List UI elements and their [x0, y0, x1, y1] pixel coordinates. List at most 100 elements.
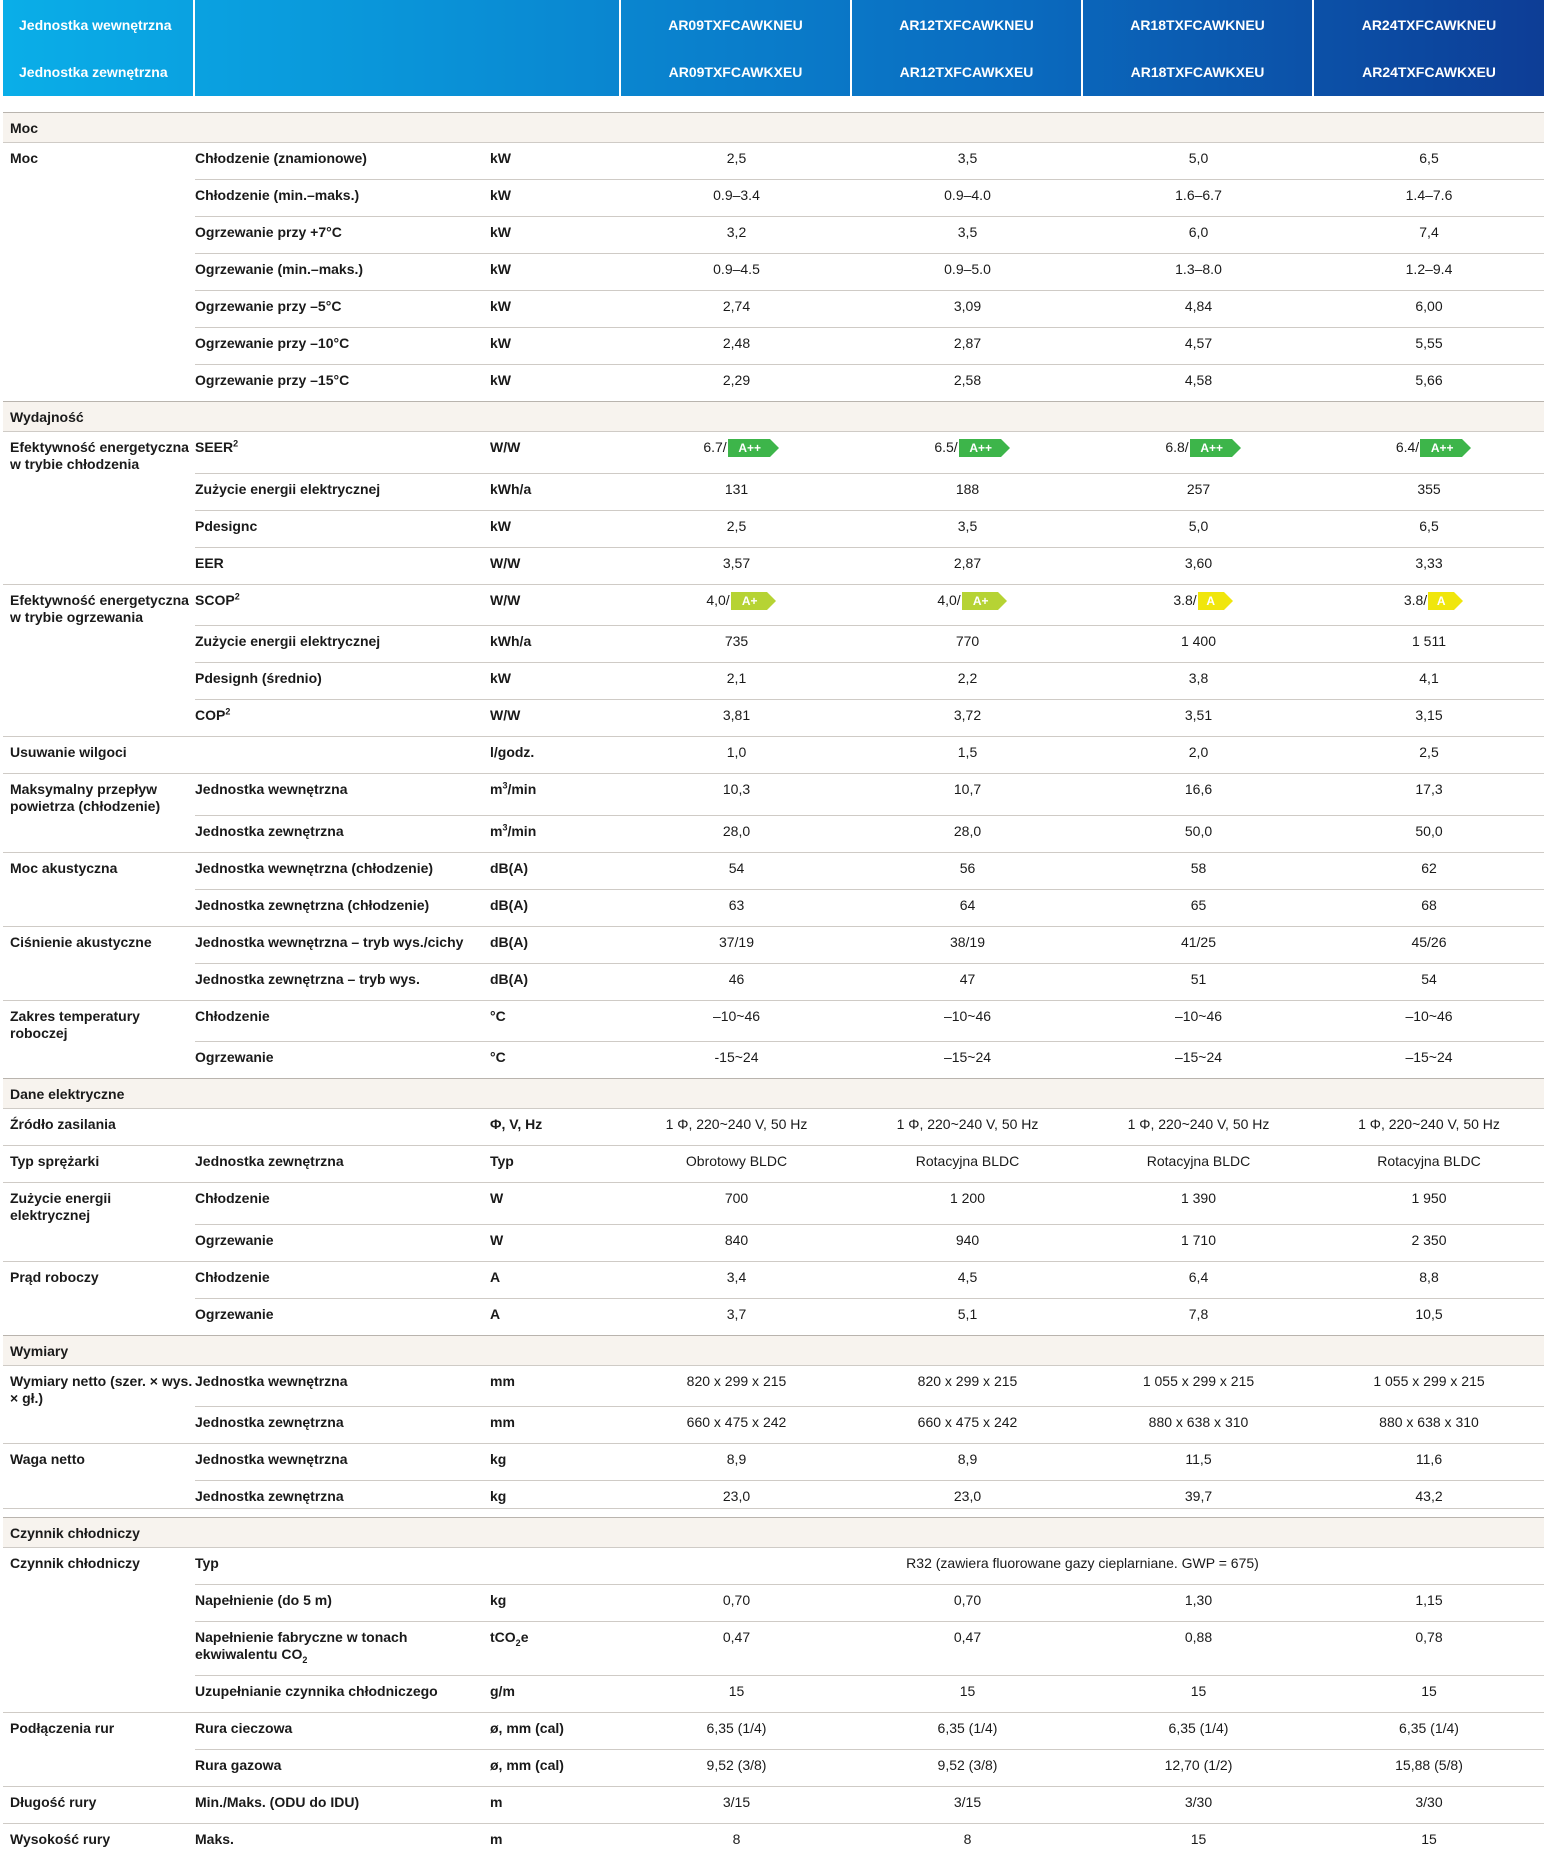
- value-text: 63: [729, 897, 745, 913]
- row-unit: m: [490, 1787, 621, 1824]
- value-text: –15~24: [944, 1049, 991, 1065]
- unit-text: m: [490, 1831, 502, 1847]
- value-text: 10,3: [723, 781, 750, 797]
- unit-text: A: [490, 1306, 500, 1322]
- unit-text: dB(A): [490, 934, 528, 950]
- row-group-label: [3, 365, 195, 402]
- model-outdoor-3: AR18TXFCAWKXEU: [1083, 64, 1312, 80]
- row-group-label: Waga netto: [3, 1444, 195, 1481]
- row-item-text: Chłodzenie (min.–maks.): [195, 187, 359, 203]
- row-value: 1 Φ, 220~240 V, 50 Hz: [852, 1109, 1083, 1146]
- row-value: 840: [621, 1224, 852, 1261]
- row-value: 2,87: [852, 328, 1083, 365]
- row-item-text: Ogrzewanie: [195, 1232, 274, 1248]
- model-indoor-3: AR18TXFCAWKNEU: [1083, 17, 1312, 33]
- unit-text: ø, mm (cal): [490, 1720, 564, 1736]
- row-item-text: Min./Maks. (ODU do IDU): [195, 1794, 359, 1810]
- row-item-label: COP2: [195, 700, 490, 737]
- row-value: 1 400: [1083, 626, 1314, 663]
- value-text: 770: [956, 633, 979, 649]
- row-value: 4,0/A+: [852, 584, 1083, 626]
- row-value: 63: [621, 889, 852, 926]
- row-value: 7,8: [1083, 1298, 1314, 1335]
- row-value: 15: [1083, 1824, 1314, 1860]
- row-item-label: SCOP2: [195, 584, 490, 626]
- row-value: 820 x 299 x 215: [621, 1365, 852, 1407]
- row-item-label: Jednostka wewnętrzna: [195, 1365, 490, 1407]
- row-value: 1 Φ, 220~240 V, 50 Hz: [1083, 1109, 1314, 1146]
- row-value: 17,3: [1314, 774, 1544, 816]
- row-unit: kg: [490, 1444, 621, 1481]
- row-value: 0,78: [1314, 1622, 1544, 1676]
- value-text: 68: [1421, 897, 1437, 913]
- row-item-label: Ogrzewanie: [195, 1298, 490, 1335]
- row-value: 6,4: [1083, 1261, 1314, 1298]
- row-group-label: [3, 473, 195, 510]
- row-group-label: Zużycie energii elektrycznej: [3, 1183, 195, 1225]
- unit-text: kg: [490, 1592, 506, 1608]
- row-value: 8,8: [1314, 1261, 1544, 1298]
- value-text: 43,2: [1415, 1488, 1442, 1504]
- row-value: 5,1: [852, 1298, 1083, 1335]
- row-value: 1.3–8.0: [1083, 254, 1314, 291]
- value-text: 3,51: [1185, 707, 1212, 723]
- row-unit: Typ: [490, 1146, 621, 1183]
- value-text: 8,9: [727, 1451, 746, 1467]
- unit-text: °C: [490, 1008, 506, 1024]
- unit-text: kg: [490, 1451, 506, 1467]
- row-item-label: Min./Maks. (ODU do IDU): [195, 1787, 490, 1824]
- value-text: 6,35 (1/4): [1399, 1720, 1459, 1736]
- row-value: 8,9: [621, 1444, 852, 1481]
- value-text: 3.8/: [1404, 592, 1427, 608]
- row-item-label: [195, 1109, 490, 1146]
- section-title: Czynnik chłodniczy: [3, 1518, 1544, 1548]
- value-text: 15: [960, 1683, 976, 1699]
- row-value: 3,5: [852, 510, 1083, 547]
- row-unit: dB(A): [490, 889, 621, 926]
- row-value: 1 390: [1083, 1183, 1314, 1225]
- row-item-text: Pdesignh (średnio): [195, 670, 322, 686]
- value-text: 6.4/: [1396, 439, 1419, 455]
- row-unit: ø, mm (cal): [490, 1713, 621, 1750]
- unit-text: tCO: [490, 1629, 516, 1645]
- energy-class-badge: A+: [962, 592, 998, 610]
- row-value: 1.6–6.7: [1083, 180, 1314, 217]
- row-item-text: COP: [195, 707, 225, 723]
- row-item-label: Ogrzewanie: [195, 1224, 490, 1261]
- energy-class-badge: A++: [1190, 439, 1232, 457]
- row-value: 660 x 475 x 242: [621, 1407, 852, 1444]
- value-text: 45/26: [1411, 934, 1446, 950]
- unit-text: mm: [490, 1414, 515, 1430]
- row-item-label: Rura cieczowa: [195, 1713, 490, 1750]
- row-item-text: Chłodzenie (znamionowe): [195, 150, 367, 166]
- row-group-label: [3, 1407, 195, 1444]
- value-text: 1 950: [1411, 1190, 1446, 1206]
- value-text: 880 x 638 x 310: [1379, 1414, 1479, 1430]
- value-text: 3,72: [954, 707, 981, 723]
- row-item-label: Ogrzewanie: [195, 1042, 490, 1079]
- value-text: 880 x 638 x 310: [1149, 1414, 1249, 1430]
- row-item-label: Maks.: [195, 1824, 490, 1860]
- row-value: 2,0: [1083, 737, 1314, 774]
- row-item-text: Jednostka wewnętrzna – tryb wys./cichy: [195, 934, 463, 950]
- model-column-1: AR09TXFCAWKNEU AR09TXFCAWKXEU: [621, 0, 850, 96]
- unit-text: ø, mm (cal): [490, 1757, 564, 1773]
- row-item-label: Typ: [195, 1548, 490, 1585]
- row-item-text: Jednostka zewnętrzna: [195, 1414, 344, 1430]
- row-value: 8: [621, 1824, 852, 1860]
- unit-text: mm: [490, 1373, 515, 1389]
- value-text: 15: [1191, 1683, 1207, 1699]
- section-title: Dane elektryczne: [3, 1079, 1544, 1109]
- row-group-label: [3, 1676, 195, 1713]
- model-column-3: AR18TXFCAWKNEU AR18TXFCAWKXEU: [1083, 0, 1312, 96]
- row-value: 10,5: [1314, 1298, 1544, 1335]
- value-text: 5,55: [1415, 335, 1442, 351]
- value-text: 700: [725, 1190, 748, 1206]
- row-group-label: [3, 1042, 195, 1079]
